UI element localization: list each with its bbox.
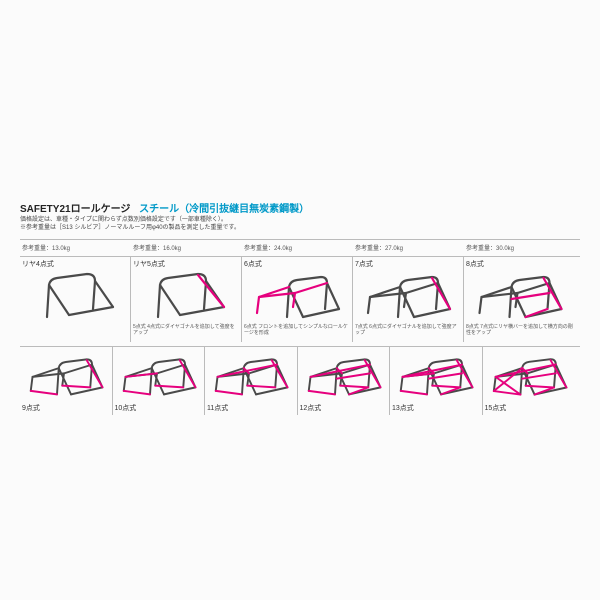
title-row: SAFETY21ロールケージ スチール（冷間引抜継目無炭素鋼製） <box>20 200 580 215</box>
cage-label: 12点式 <box>300 403 388 413</box>
cage-diagram <box>392 349 480 403</box>
cage-cell: 10点式 <box>113 347 206 415</box>
desc-line-1: 価格設定は、車種・タイプに関わらず点数別価格設定です（一部車種除く）。 <box>20 217 580 225</box>
cage-label: 10点式 <box>115 403 203 413</box>
cage-label: 7点式 <box>355 259 461 269</box>
cage-cell: 11点式 <box>205 347 298 415</box>
cage-diagram <box>22 349 110 403</box>
weight-label: 参考重量：13.0kg <box>20 243 131 252</box>
cage-diagram <box>355 269 461 323</box>
cage-cell: 13点式 <box>390 347 483 415</box>
cage-diagram <box>133 269 239 323</box>
catalog-panel: SAFETY21ロールケージ スチール（冷間引抜継目無炭素鋼製） 価格設定は、車… <box>20 200 580 415</box>
title-sub: スチール（冷間引抜継目無炭素鋼製） <box>139 204 309 215</box>
cage-cell: 8点式 8点式 7点式にリヤ横バーを追加して横方向の剛性をアップ <box>464 257 575 342</box>
cage-cell: 7点式 7点式 6点式にダイヤゴナルを追加して強度アップ <box>353 257 464 342</box>
cage-cell: 15点式 <box>483 347 576 415</box>
weight-label: 参考重量：24.0kg <box>242 243 353 252</box>
cage-label: 6点式 <box>244 259 350 269</box>
cage-caption: 7点式 6点式にダイヤゴナルを追加して強度アップ <box>355 323 461 340</box>
cage-cell: 6点式 6点式 フロントを追加してシンプルなロールケージを形成 <box>242 257 353 342</box>
cage-cell: 9点式 <box>20 347 113 415</box>
weight-label: 参考重量：16.0kg <box>131 243 242 252</box>
desc-line-2: ※参考重量は［S13 シルビア］ノーマルルーフ用φ40の製品を測定した重量です。 <box>20 225 580 233</box>
cage-cell: リヤ5点式 5点式 4点式にダイヤゴナルを追加して強度をアップ <box>131 257 242 342</box>
cage-diagram <box>207 349 295 403</box>
cage-cell: リヤ4点式 <box>20 257 131 342</box>
cage-cell: 12点式 <box>298 347 391 415</box>
cage-diagram <box>300 349 388 403</box>
weight-label: 参考重量：27.0kg <box>353 243 464 252</box>
cage-label: 11点式 <box>207 403 295 413</box>
cage-label: リヤ4点式 <box>22 259 128 269</box>
cage-grid-row-1: リヤ4点式リヤ5点式5点式 4点式にダイヤゴナルを追加して強度をアップ6点式6点… <box>20 256 580 342</box>
description: 価格設定は、車種・タイプに関わらず点数別価格設定です（一部車種除く）。 ※参考重… <box>20 217 580 233</box>
weights-row: 参考重量：13.0kg 参考重量：16.0kg 参考重量：24.0kg 参考重量… <box>20 239 580 252</box>
cage-caption: 8点式 7点式にリヤ横バーを追加して横方向の剛性をアップ <box>466 323 573 340</box>
cage-diagram <box>115 349 203 403</box>
cage-caption <box>22 323 128 340</box>
weight-label: 参考重量：30.0kg <box>464 243 575 252</box>
cage-diagram <box>244 269 350 323</box>
cage-label: 15点式 <box>485 403 574 413</box>
cage-label: 9点式 <box>22 403 110 413</box>
cage-caption: 5点式 4点式にダイヤゴナルを追加して強度をアップ <box>133 323 239 340</box>
cage-caption: 6点式 フロントを追加してシンプルなロールケージを形成 <box>244 323 350 340</box>
cage-grid-row-2: 9点式 10点式 11点式 12点式 13点式 15点式 <box>20 346 580 415</box>
cage-diagram <box>485 349 574 403</box>
cage-label: 8点式 <box>466 259 573 269</box>
cage-diagram <box>22 269 128 323</box>
cage-diagram <box>466 269 573 323</box>
cage-label: 13点式 <box>392 403 480 413</box>
title-main: SAFETY21ロールケージ <box>20 204 130 215</box>
cage-label: リヤ5点式 <box>133 259 239 269</box>
